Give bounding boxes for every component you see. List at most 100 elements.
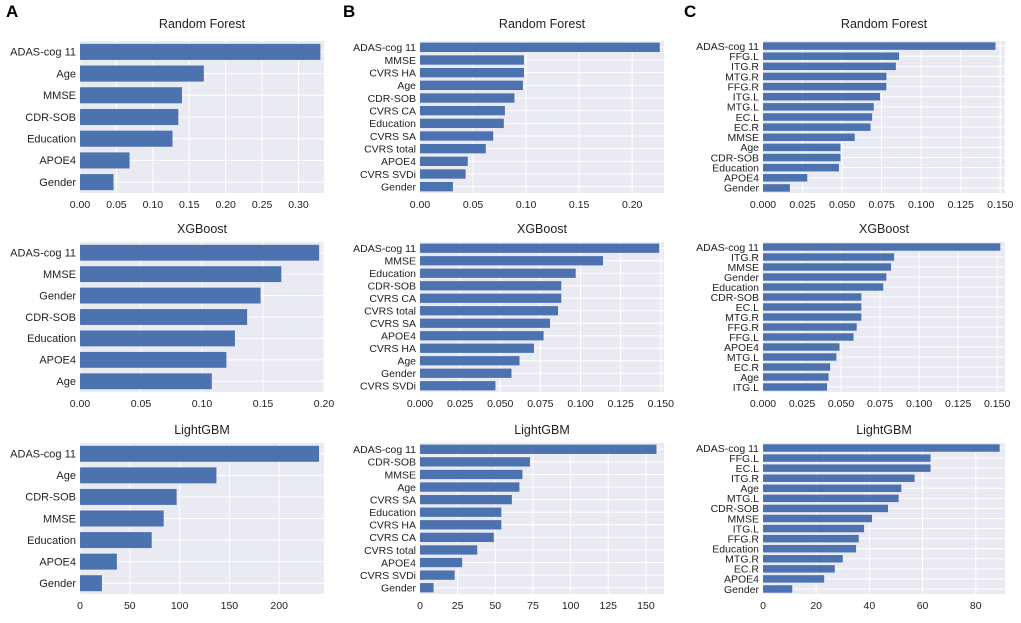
chart-c-xgboost-category-label: Age — [740, 372, 759, 384]
chart-c-xgboost-category-label: CDR-SOB — [711, 292, 759, 304]
chart-b-lightgbm-bar-cvrs-total — [420, 545, 478, 555]
chart-c-xgboost-category-label: EC.R — [734, 362, 760, 374]
chart-a-random-forest-bar-gender — [80, 174, 114, 191]
chart-b-random-forest-category-label: MMSE — [385, 55, 417, 67]
chart-a-xgboost-category-label: ADAS-cog 11 — [10, 248, 76, 260]
chart-c-lightgbm-category-label: EC.R — [734, 564, 760, 576]
chart-a-xgboost-category-label: APOE4 — [39, 355, 76, 367]
chart-c-xgboost-bar-ec-r — [763, 363, 831, 371]
chart-b-lightgbm-xtick-label: 0 — [417, 600, 423, 612]
chart-b-xgboost-title: XGBoost — [517, 222, 568, 236]
chart-b-random-forest-category-label: Education — [369, 118, 416, 130]
chart-b-xgboost-category-label: CDR-SOB — [368, 281, 416, 293]
chart-a-xgboost-xtick-label: 0.15 — [253, 398, 274, 410]
chart-b-lightgbm-bar-cvrs-svdi — [420, 570, 455, 580]
chart-c-lightgbm-bar-ec-l — [763, 464, 931, 472]
chart-c-xgboost-xtick-label: 0.025 — [789, 398, 815, 410]
chart-a-lightgbm-category-label: CDR-SOB — [25, 492, 76, 504]
chart-a-xgboost-bar-apoe4 — [80, 351, 227, 368]
chart-c-xgboost-category-label: ADAS-cog 11 — [696, 242, 759, 254]
chart-c-lightgbm-bar-ffg-l — [763, 454, 931, 462]
chart-c-lightgbm-category-label: FFG.L — [729, 453, 759, 465]
chart-c-xgboost-xtick-label: 0.150 — [984, 398, 1010, 410]
chart-a-random-forest-category-label: ADAS-cog 11 — [10, 47, 76, 59]
chart-b-random-forest-bar-mmse — [420, 55, 524, 65]
chart-c-xgboost-category-label: FFG.L — [729, 332, 759, 344]
chart-b-random-forest-xtick-label: 0.20 — [622, 199, 643, 211]
chart-c-lightgbm-bar-apoe4 — [763, 575, 825, 583]
chart-a-xgboost-category-label: MMSE — [43, 269, 76, 281]
chart-b-xgboost-bar-mmse — [420, 256, 603, 266]
chart-b-lightgbm-plot-area — [420, 443, 664, 594]
chart-a-lightgbm-bar-cdr-sob — [80, 488, 177, 505]
chart-a-xgboost-category-label: Education — [27, 333, 76, 345]
chart-c-lightgbm-category-label: MTG.L — [727, 493, 759, 505]
chart-a-xgboost-bar-mmse — [80, 266, 282, 283]
chart-b-lightgbm-xtick-label: 100 — [562, 600, 580, 612]
chart-a-lightgbm-category-label: MMSE — [43, 513, 76, 525]
chart-c-random-forest-xtick-label: 0.000 — [750, 199, 776, 211]
chart-b-random-forest-bar-cvrs-ca — [420, 105, 505, 116]
chart-b-random-forest-bar-cdr-sob — [420, 93, 515, 103]
chart-c-lightgbm-category-label: CDR-SOB — [711, 503, 759, 515]
chart-c-lightgbm-bar-gender — [763, 585, 793, 593]
chart-a-random-forest-bar-age — [80, 65, 204, 82]
chart-a-lightgbm-category-label: Education — [27, 535, 76, 547]
chart-a-random-forest-xtick-label: 0.30 — [288, 199, 309, 211]
chart-b-xgboost-bar-education — [420, 268, 576, 278]
chart-c-xgboost-category-label: ITG.R — [731, 252, 759, 264]
chart-a-random-forest-bar-cdr-sob — [80, 108, 179, 126]
chart-b-lightgbm-category-label: Age — [397, 482, 416, 494]
chart-c-lightgbm-category-label: ITG.L — [733, 523, 759, 535]
chart-a-xgboost-category-label: CDR-SOB — [25, 312, 76, 324]
chart-b-xgboost-bar-apoe4 — [420, 331, 544, 341]
chart-c-random-forest-xtick-label: 0.025 — [789, 199, 815, 211]
chart-b-xgboost-category-label: CVRS SVDi — [360, 381, 416, 393]
chart-a-random-forest-xtick-label: 0.05 — [106, 199, 127, 211]
chart-a-xgboost-bar-education — [80, 330, 235, 347]
chart-c-random-forest-bar-education — [763, 163, 839, 172]
chart-c-random-forest-xtick-label: 0.050 — [829, 199, 855, 211]
chart-c-xgboost-category-label: EC.L — [736, 302, 760, 314]
chart-a-random-forest-xtick-label: 0.20 — [215, 199, 236, 211]
chart-b-random-forest-plot-area — [420, 41, 664, 193]
chart-c-xgboost-bar-ffg-r — [763, 323, 857, 331]
chart-b-xgboost-category-label: MMSE — [385, 256, 417, 268]
chart-c-random-forest-category-label: CDR-SOB — [711, 152, 759, 164]
chart-b-lightgbm-category-label: ADAS-cog 11 — [353, 444, 416, 456]
chart-c-lightgbm-xtick-label: 0 — [760, 600, 766, 612]
chart-a-xgboost-xtick-label: 0.10 — [192, 398, 213, 410]
chart-a-random-forest-bar-adas-cog-11 — [80, 43, 321, 60]
chart-b-random-forest-category-label: CVRS HA — [369, 67, 416, 79]
chart-c-random-forest-category-label: Age — [740, 142, 759, 154]
chart-a-random-forest-xtick-label: 0.25 — [252, 199, 273, 211]
chart-c-random-forest-category-label: EC.R — [734, 122, 760, 134]
chart-b-xgboost-bar-cvrs-total — [420, 306, 559, 316]
chart-b-xgboost-xtick-label: 0.075 — [527, 398, 553, 410]
chart-a-lightgbm-category-label: Age — [56, 470, 76, 482]
chart-b-xgboost-category-label: Gender — [381, 368, 417, 380]
chart-c-lightgbm-category-label: Age — [740, 483, 759, 495]
chart-c-lightgbm-bar-itg-l — [763, 524, 865, 533]
chart-a-random-forest-bar-education — [80, 130, 173, 147]
chart-b-random-forest-xtick-label: 0.00 — [410, 199, 431, 211]
panel-letter-c: C — [684, 2, 697, 21]
chart-c-xgboost-category-label: MTG.R — [725, 312, 759, 324]
chart-c-xgboost-bar-ec-l — [763, 303, 862, 311]
chart-b-xgboost-bar-cvrs-ca — [420, 293, 562, 303]
chart-c-lightgbm-category-label: ITG.R — [731, 473, 759, 485]
chart-b-random-forest-category-label: CDR-SOB — [368, 93, 416, 105]
chart-b-random-forest-category-label: CVRS CA — [369, 105, 416, 117]
chart-b-lightgbm-category-label: APOE4 — [381, 557, 416, 569]
chart-a-xgboost-bar-adas-cog-11 — [80, 244, 320, 261]
chart-c-lightgbm-bar-mmse — [763, 514, 873, 523]
chart-b-lightgbm-bar-gender — [420, 583, 434, 593]
chart-c-lightgbm-category-label: EC.L — [736, 463, 760, 475]
chart-b-xgboost-category-label: Education — [369, 268, 416, 280]
chart-c-lightgbm-category-label: FFG.R — [728, 533, 760, 545]
chart-b-lightgbm-xtick-label: 125 — [600, 600, 618, 612]
chart-b-xgboost-plot-area — [420, 242, 664, 392]
chart-b-random-forest-xtick-label: 0.05 — [463, 199, 484, 211]
chart-c-random-forest-category-label: APOE4 — [724, 173, 759, 185]
